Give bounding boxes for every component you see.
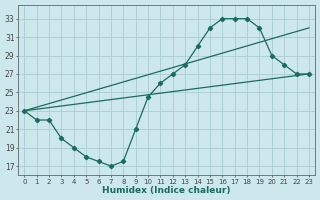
X-axis label: Humidex (Indice chaleur): Humidex (Indice chaleur) xyxy=(102,186,231,195)
